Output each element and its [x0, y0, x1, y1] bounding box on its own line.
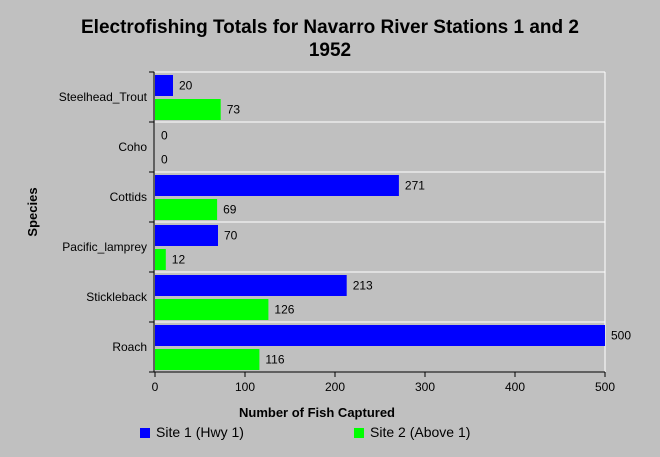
data-label-site-1: 70 — [224, 229, 238, 243]
x-tick-label: 0 — [152, 380, 159, 394]
bar-site-2 — [155, 249, 166, 270]
category-label: Pacific_lamprey — [62, 240, 147, 254]
bar-site-1 — [155, 225, 218, 246]
x-tick-label: 200 — [325, 380, 345, 394]
x-axis-title: Number of Fish Captured — [239, 405, 395, 420]
y-axis-title: Species — [25, 187, 40, 236]
bar-site-2 — [155, 349, 260, 370]
x-tick-label: 100 — [235, 380, 255, 394]
data-label-site-2: 69 — [223, 203, 237, 217]
bar-site-2 — [155, 199, 218, 220]
legend-swatch-site-2 — [354, 428, 364, 438]
legend-label-site-1: Site 1 (Hwy 1) — [156, 424, 244, 440]
chart-subtitle: 1952 — [308, 40, 352, 61]
data-label-site-1: 20 — [179, 79, 193, 93]
legend-item-site-2: Site 2 (Above 1) — [354, 424, 470, 440]
data-label-site-2: 116 — [265, 353, 284, 367]
category-label: Roach — [112, 340, 147, 354]
legend-item-site-1: Site 1 (Hwy 1) — [140, 424, 244, 440]
legend-label-site-2: Site 2 (Above 1) — [370, 424, 471, 440]
bar-site-1 — [155, 325, 605, 346]
category-label: Coho — [118, 140, 147, 154]
category-label: Steelhead_Trout — [59, 90, 148, 104]
bar-site-1 — [155, 75, 173, 96]
legend-swatch-site-1 — [140, 428, 150, 438]
chart-title-line-1: Electrofishing Totals for Navarro River … — [81, 17, 579, 38]
data-label-site-2: 0 — [161, 153, 168, 167]
data-label-site-1: 500 — [611, 329, 631, 343]
data-label-site-2: 73 — [227, 103, 241, 117]
category-label: Cottids — [110, 190, 147, 204]
data-label-site-1: 0 — [161, 129, 168, 143]
bar-site-2 — [155, 99, 221, 120]
bar-site-2 — [155, 299, 269, 320]
chart-title: Electrofishing Totals for Navarro River … — [0, 16, 660, 62]
category-label: Stickleback — [86, 290, 148, 304]
x-tick-label: 300 — [415, 380, 435, 394]
x-tick-label: 500 — [595, 380, 615, 394]
data-label-site-1: 213 — [353, 279, 373, 293]
data-label-site-1: 271 — [405, 179, 425, 193]
data-label-site-2: 12 — [172, 253, 186, 267]
bar-site-1 — [155, 175, 399, 196]
bar-site-1 — [155, 275, 347, 296]
data-label-site-2: 126 — [274, 303, 294, 317]
x-tick-label: 400 — [505, 380, 525, 394]
